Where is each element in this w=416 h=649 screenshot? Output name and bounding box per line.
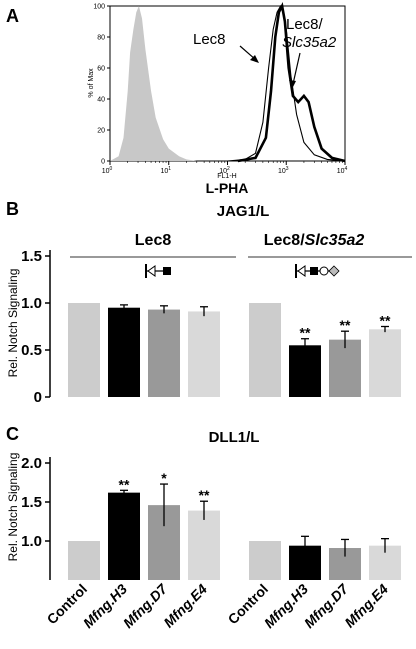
category-label: Mfng.E4: [160, 581, 210, 631]
lec8-slc-annotation-line2: Slc35a2: [282, 34, 337, 51]
bar: [249, 541, 281, 580]
lec8-slc-annotation-arrow: [292, 52, 301, 85]
a-ytick-label: 20: [97, 128, 105, 135]
a-ylabel: % of Max: [88, 68, 95, 98]
b-ylabel: Rel. Notch Signaling: [6, 269, 20, 378]
y-tick-label: 1.0: [21, 533, 42, 550]
y-tick-label: 1.5: [21, 494, 42, 511]
a-ytick-label: 60: [97, 66, 105, 73]
a-xtick-label: 104: [337, 166, 348, 175]
panel-b-bar-chart: JAG1/L Rel. Notch Signaling Lec8 Lec8/Sl…: [6, 203, 412, 406]
y-tick-label: 0: [34, 389, 42, 406]
control-histogram-filled: [110, 6, 197, 161]
lec8-arrowhead: [250, 55, 259, 63]
category-label: Mfng.E4: [341, 581, 391, 631]
a-ytick-label: 100: [93, 4, 105, 11]
a-xlabel: L-PHA: [206, 180, 249, 196]
c-ylabel: Rel. Notch Signaling: [6, 453, 20, 562]
bar: [68, 541, 100, 580]
panel-label-b: B: [6, 199, 19, 219]
panel-label-a: A: [6, 6, 19, 26]
y-tick-label: 0.5: [21, 342, 42, 359]
a-xtick-label: 102: [219, 166, 230, 175]
y-tick-label: 2.0: [21, 455, 42, 472]
bar: [188, 311, 220, 397]
lec8-annotation: Lec8: [193, 31, 226, 48]
panel-label-c: C: [6, 424, 19, 444]
a-xtick-label: 101: [160, 166, 171, 175]
bar: [249, 303, 281, 397]
lec8-slc-arrowhead: [289, 80, 296, 89]
bar: [68, 303, 100, 397]
significance-marker: *: [161, 470, 167, 486]
significance-marker: **: [380, 313, 391, 329]
y-tick-label: 1.0: [21, 295, 42, 312]
significance-marker: **: [340, 317, 351, 333]
a-ytick-label: 80: [97, 35, 105, 42]
panel-c-bar-chart: DLL1/L Rel. Notch Signaling 1.01.52.0 **…: [6, 429, 401, 631]
c-title: DLL1/L: [209, 429, 260, 446]
bar: [148, 309, 180, 397]
significance-marker: **: [199, 487, 210, 503]
b-group-lec8-label: Lec8: [135, 232, 172, 249]
glycan-lec8-slc35a2-icon: [295, 264, 340, 278]
a-xtick-label: 100: [102, 166, 113, 175]
b-group-lec8slc-part1: Lec8/: [264, 232, 305, 249]
a-xtick-label: 103: [278, 166, 289, 175]
bar: [108, 492, 140, 580]
glycan-lec8-icon: [145, 264, 171, 278]
significance-marker: **: [119, 476, 130, 492]
bar: [108, 307, 140, 397]
b-title: JAG1/L: [217, 203, 270, 220]
y-tick-label: 1.5: [21, 248, 42, 265]
bar: [329, 339, 361, 397]
significance-marker: **: [300, 325, 311, 341]
lec8-slc-annotation-line1: Lec8/: [286, 16, 324, 33]
b-group-lec8slc-part2: Slc35a2: [305, 232, 365, 249]
b-group-lec8slc-label: Lec8/Slc35a2: [264, 232, 365, 249]
panel-a-histogram: % of Max FL1-H L-PHA 0 20 40 60 80 100 100 101…: [88, 2, 348, 196]
a-ytick-label: 0: [101, 159, 105, 166]
lec8-slc35a2-histogram-line: [237, 2, 346, 163]
a-xlabel-small: FL1-H: [217, 173, 236, 180]
bar: [289, 345, 321, 397]
bar: [188, 510, 220, 580]
bar: [369, 329, 401, 397]
a-ytick-label: 40: [97, 97, 105, 104]
